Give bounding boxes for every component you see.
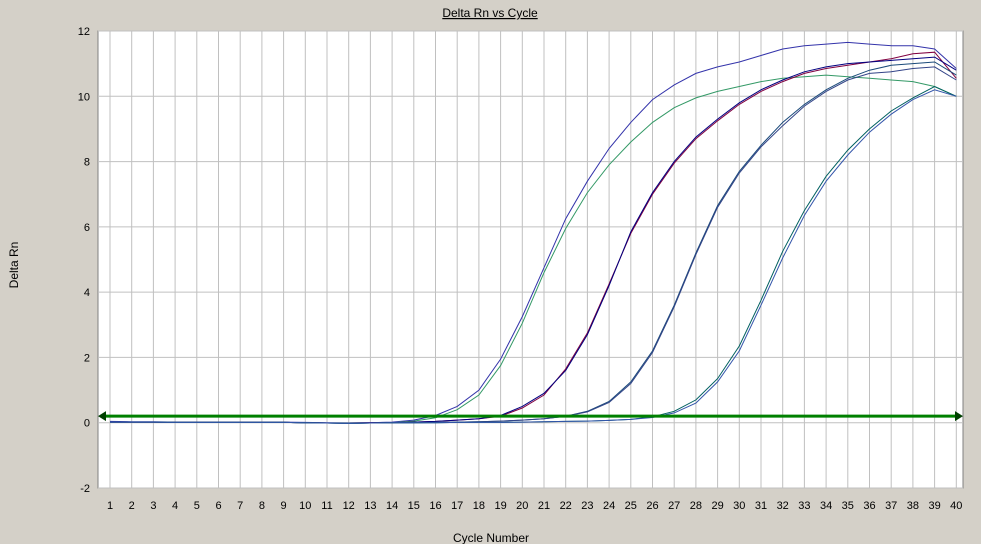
y-tick-label: 12 [78,26,90,38]
x-tick-label: 30 [733,500,745,512]
x-tick-label: 20 [516,500,528,512]
x-tick-label: 8 [259,500,265,512]
x-tick-label: 31 [755,500,767,512]
x-tick-label: 14 [386,500,398,512]
x-tick-label: 11 [321,500,332,512]
x-tick-label: 29 [711,500,723,512]
x-tick-label: 5 [194,500,200,512]
series-group [109,41,957,424]
x-tick-label: 23 [581,500,593,512]
x-tick-label: 2 [129,500,135,512]
series-line-8 [110,89,957,424]
x-tick-label: 4 [172,500,178,512]
x-tick-label: 7 [237,500,243,512]
x-tick-label: 34 [820,500,832,512]
x-tick-label: 21 [538,500,550,512]
x-tick-label: 25 [625,500,637,512]
x-tick-label: 18 [473,500,485,512]
x-tick-labels: 1 2 3 4 5 6 7 8 9 10 11 12 13 14 15 16 17 18 19 20 21 22 23 24 2… [107,500,962,512]
y-tick-labels: -2 0 2 4 6 8 10 12 [78,26,90,495]
x-tick-label: 24 [603,500,615,512]
x-tick-label: 36 [863,500,875,512]
threshold-left-arrow [98,411,106,422]
x-tick-label: 12 [343,500,355,512]
grid [98,30,963,489]
y-tick-label: -2 [80,483,90,495]
x-tick-label: 35 [842,500,854,512]
x-tick-label: 32 [777,500,789,512]
threshold-right-arrow [955,411,963,422]
x-tick-label: 3 [150,500,156,512]
x-tick-label: 15 [408,500,420,512]
x-tick-label: 9 [281,500,287,512]
y-tick-label: 10 [78,91,90,103]
x-tick-label: 27 [668,500,680,512]
x-axis-label: Cycle Number [453,531,529,544]
x-tick-label: 37 [885,500,897,512]
y-axis-label: Delta Rn [7,242,21,289]
y-tick-label: 6 [84,222,90,234]
threshold-group [98,411,963,422]
x-tick-label: 10 [299,500,311,512]
plot-area [97,30,964,489]
y-tick-label: 2 [84,352,90,364]
chart-title: Delta Rn vs Cycle [442,6,538,20]
x-tick-label: 38 [907,500,919,512]
y-tick-label: 4 [84,287,90,299]
x-tick-label: 22 [560,500,572,512]
x-tick-label: 13 [364,500,376,512]
x-tick-label: 6 [215,500,221,512]
x-tick-label: 28 [690,500,702,512]
x-tick-label: 17 [451,500,463,512]
x-tick-label: 19 [494,500,506,512]
x-tick-label: 39 [928,500,940,512]
x-tick-label: 40 [950,500,962,512]
x-tick-label: 1 [107,500,113,512]
x-tick-label: 16 [429,500,441,512]
y-tick-label: 0 [84,418,90,430]
y-tick-label: 8 [84,157,90,169]
x-tick-label: 26 [646,500,658,512]
x-tick-label: 33 [798,500,810,512]
